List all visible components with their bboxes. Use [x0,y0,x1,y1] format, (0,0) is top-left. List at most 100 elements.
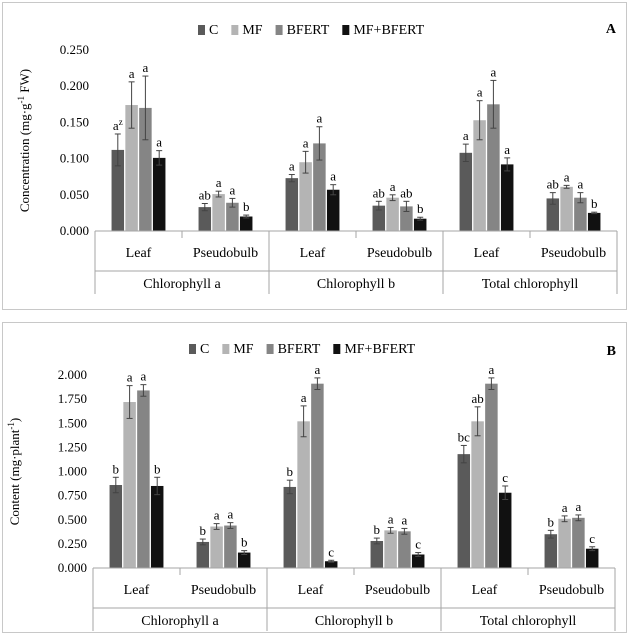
chart-b-sig-letter-1-5: a [562,500,568,515]
chart-b-sig-letter-2-0: a [141,369,147,384]
chart-b-sig-letter-0-5: b [548,514,555,529]
chart-b-sig-letter-3-4: c [502,470,508,485]
chart-b-sig-letter-0-3: b [374,522,381,537]
chart-b-legend-label-3: MF+BFERT [344,342,415,357]
chart-b-bar-2-4 [485,383,498,568]
chart-a-bar-2-2 [313,143,326,231]
chart-b-y-tick-0: 0.000 [58,560,87,575]
chart-a-y-tick-4: 0.200 [60,78,89,93]
chart-b-sig-letter-2-2: a [315,362,321,377]
chart-a-sig-letter-0-2: a [289,159,295,174]
chart-panel-a: A C MF BFERT MF+BFERT Concentration (mg·g-1 F… [2,2,627,310]
chart-b-category-label-5: Pseudobulb [539,583,604,598]
chart-a-legend-label-1: MF [242,23,262,38]
chart-b-legend-label-1: MF [233,342,253,357]
chart-b-bar-3-2 [324,561,338,568]
chart-b-bar-2-0 [137,390,150,568]
chart-a-bar-0-3 [372,205,386,231]
chart-a-sig-letter-0-3: ab [373,185,385,200]
chart-a-sig-letter-3-1: b [243,199,250,214]
chart-b-y-tick-7: 1.750 [58,391,87,406]
chart-a-sig-letter-2-1: a [230,182,236,197]
chart-b-bar-1-1 [210,526,223,568]
chart-b-y-axis-title: Content (mg·plant-1) [6,418,22,526]
chart-b-sig-letter-2-4: a [489,362,495,377]
chart-a-panel-label: A [606,22,617,37]
chart-a-y-tick-2: 0.100 [60,151,89,166]
chart-panel-b: B C MF BFERT MF+BFERT Content (mg·plant-1) 0.0… [2,322,627,633]
chart-a-sig-letter-1-1: a [216,175,222,190]
chart-a-bar-2-1 [226,202,239,231]
chart-b-category-label-0: Leaf [124,583,150,598]
chart-a-y-tick-3: 0.150 [60,114,89,129]
chart-b-legend-swatch-3 [333,344,341,354]
chart-b-sig-letter-1-4: ab [471,391,483,406]
chart-a-bar-3-2 [326,189,340,231]
chart-b-y-tick-3: 0.750 [58,488,87,503]
chart-a-bar-2-3 [400,206,413,231]
chart-a-legend-swatch-3 [342,25,350,35]
chart-a-legend-label-0: C [209,23,218,38]
chart-a-sig-letter-2-5: a [578,177,584,192]
chart-b-bar-0-4 [457,454,471,568]
chart-a-bar-0-1 [198,207,212,231]
chart-b-y-tick-1: 0.250 [58,536,87,551]
chart-b-svg: B C MF BFERT MF+BFERT Content (mg·plant-1) 0.0… [6,342,616,631]
chart-a-bar-3-0 [152,157,166,231]
chart-a-category-label-1: Pseudobulb [193,246,258,261]
chart-b-bar-1-5 [558,518,571,568]
chart-b-bar-3-1 [237,552,251,568]
chart-a-sig-letter-3-4: a [504,142,510,157]
chart-a-bar-1-1 [212,194,225,231]
chart-a-legend-swatch-1 [231,25,239,35]
chart-b-group-label-2: Total chlorophyll [480,614,577,629]
chart-a-sig-letter-3-2: a [330,169,336,184]
chart-b-panel-label: B [607,344,616,359]
chart-b-bar-3-3 [411,554,425,568]
chart-b-y-tick-6: 1.500 [58,415,87,430]
chart-b-sig-letter-2-1: a [228,507,234,522]
chart-b-sig-letter-2-5: a [576,499,582,514]
chart-a-bar-0-2 [285,178,299,231]
chart-b-legend-label-0: C [200,342,209,357]
chart-a-group-label-2: Total chlorophyll [482,277,579,292]
chart-a-category-label-3: Pseudobulb [367,246,432,261]
chart-a-bar-3-5 [587,212,601,231]
chart-b-sig-letter-0-0: b [113,461,120,476]
chart-b-sig-letter-3-2: c [328,544,334,559]
chart-b-legend-swatch-2 [266,344,274,354]
chart-b-bar-0-1 [196,541,210,568]
chart-b-bar-3-5 [585,548,599,568]
chart-b-bar-2-5 [572,517,585,568]
chart-a-bar-1-2 [299,162,312,231]
chart-b-bar-2-3 [398,531,411,568]
chart-a-sig-letter-0-1: ab [199,187,211,202]
chart-a-category-label-5: Pseudobulb [541,246,606,261]
chart-a-sig-letter-1-3: a [390,179,396,194]
chart-a-group-label-1: Chlorophyll b [317,277,395,292]
chart-a-bar-3-4 [500,164,514,231]
chart-b-sig-letter-2-3: a [402,512,408,527]
chart-b-bar-2-2 [311,383,324,568]
chart-a-sig-letter-0-0: az [113,117,123,133]
chart-a-category-label-0: Leaf [126,246,152,261]
chart-a-category-label-2: Leaf [300,246,326,261]
chart-b-category-label-3: Pseudobulb [365,583,430,598]
chart-b-category-label-4: Leaf [472,583,498,598]
chart-b-bar-3-4 [498,492,512,568]
chart-b-bar-1-2 [297,421,310,568]
chart-a-bar-3-3 [413,218,427,231]
chart-b-y-tick-5: 1.250 [58,439,87,454]
chart-b-group-label-1: Chlorophyll b [315,614,393,629]
chart-a-sig-letter-1-5: a [564,169,570,184]
chart-b-bar-1-4 [471,421,484,568]
chart-b-sig-letter-1-1: a [214,508,220,523]
chart-a-svg: A C MF BFERT MF+BFERT Concentration (mg·g-1 F… [16,22,618,294]
chart-a-bar-1-4 [473,120,486,231]
chart-a-sig-letter-1-4: a [477,85,483,100]
chart-a-y-tick-1: 0.050 [60,187,89,202]
chart-b-category-label-1: Pseudobulb [191,583,256,598]
chart-a-group-label-0: Chlorophyll a [143,277,221,292]
chart-b-sig-letter-1-2: a [301,390,307,405]
chart-a-sig-letter-1-0: a [129,66,135,81]
